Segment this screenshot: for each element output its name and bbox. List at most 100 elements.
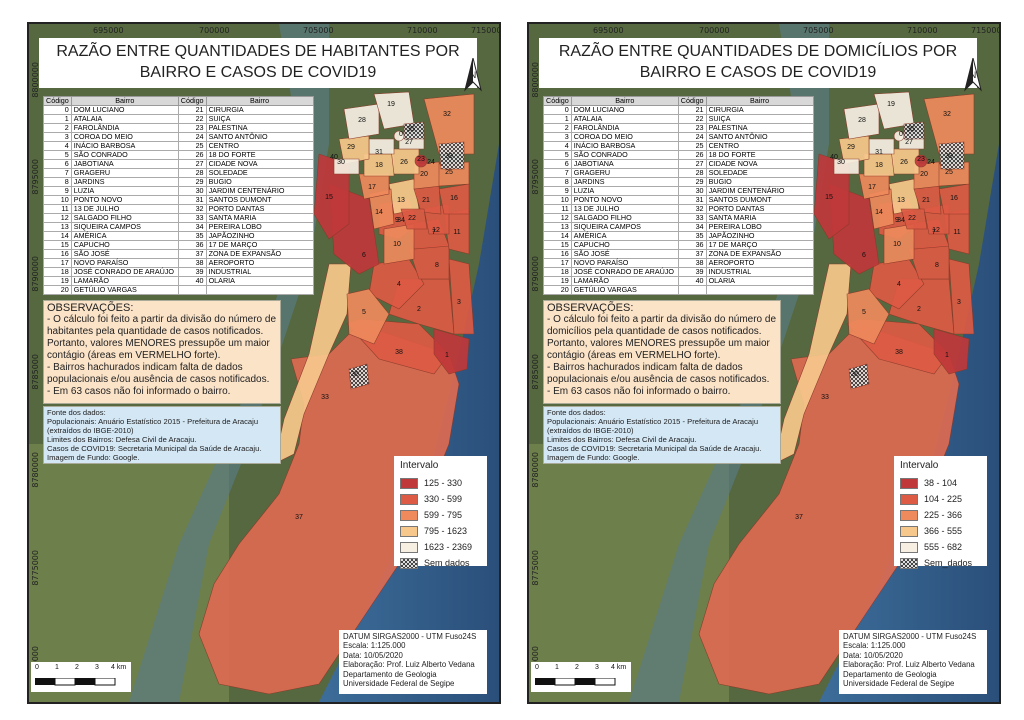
table-row: 16 SÃO JOSÉ 37 ZONA DE EXPANSÃO bbox=[543, 249, 814, 259]
district-33 bbox=[773, 263, 852, 465]
scale-label: 3 bbox=[95, 664, 99, 671]
district-label: 23 bbox=[417, 156, 425, 163]
data-sources-box: Fonte dos dados: Populacionais: Anuário E… bbox=[43, 406, 281, 464]
district-label: 0 bbox=[899, 131, 903, 138]
north-arrow-icon: N bbox=[464, 58, 482, 92]
observation-line: Portanto, valores MENORES pressupõe um m… bbox=[547, 338, 770, 349]
district-35 bbox=[903, 121, 925, 140]
neighborhood-cell bbox=[205, 285, 314, 295]
district-label: 23 bbox=[917, 156, 925, 163]
table-row: 20 GETÚLIO VARGAS bbox=[43, 285, 314, 295]
map-title-line1: RAZÃO ENTRE QUANTIDADES DE DOMICÍLIOS PO… bbox=[558, 43, 958, 60]
neighborhood-cell: GETÚLIO VARGAS bbox=[570, 285, 679, 295]
legend-item: 125 - 330 bbox=[400, 475, 481, 491]
table-row: 8 JARDINS 29 BUGIO bbox=[43, 177, 314, 187]
observation-line: populacionais e/ou ausência de casos not… bbox=[47, 374, 270, 385]
neighborhood-cell: OLARIA bbox=[205, 276, 314, 286]
district-label: 20 bbox=[420, 171, 428, 178]
table-header-row: Código Bairro Código Bairro bbox=[43, 96, 314, 106]
legend-label: 104 - 225 bbox=[924, 494, 963, 504]
district-30 bbox=[833, 158, 860, 175]
legend-swatch bbox=[900, 541, 918, 553]
district-label: 9 bbox=[395, 217, 399, 224]
legend-item: 225 - 366 bbox=[900, 507, 981, 523]
legend-label: Sem dados bbox=[424, 558, 470, 568]
table-row: 15 CAPUCHO 36 17 DE MARÇO bbox=[543, 240, 814, 250]
scale-label: 2 bbox=[75, 664, 79, 671]
observations-box: OBSERVAÇÕES: - O cálculo foi feito a par… bbox=[543, 300, 781, 404]
district-label: 13 bbox=[897, 197, 905, 204]
district-0 bbox=[893, 130, 905, 142]
district-label: 7 bbox=[432, 229, 436, 236]
district-label: 38 bbox=[395, 349, 403, 356]
table-row: 20 GETÚLIO VARGAS bbox=[543, 285, 814, 295]
source-line: Limites dos Bairros: Defesa Civil de Ara… bbox=[47, 435, 197, 444]
district-label: 29 bbox=[847, 144, 855, 151]
grid-label-top: 715000 bbox=[971, 26, 1001, 35]
source-line: Fonte dos dados: bbox=[47, 408, 106, 417]
source-line: Fonte dos dados: bbox=[547, 408, 606, 417]
grid-label-side: 8795000 bbox=[31, 159, 40, 195]
observation-line: contágio (áreas em VERMELHO forte). bbox=[47, 350, 221, 361]
map-credits-box: DATUM SIRGAS2000 - UTM Fuso24S Escala: 1:… bbox=[839, 630, 987, 694]
legend-swatch bbox=[900, 557, 918, 569]
district-label: 19 bbox=[387, 101, 395, 108]
grid-label-top: 705000 bbox=[303, 26, 334, 35]
legend-item: 795 - 1623 bbox=[400, 523, 481, 539]
scale-bar: 0 1 2 3 4 km bbox=[31, 662, 131, 692]
district-label: 32 bbox=[943, 111, 951, 118]
district-label: 12 bbox=[432, 227, 440, 234]
map-panel-habitantes: 37 38 33 36 1 2 3 4 5 6 7 8 9 10 11 12 13 14 15 16 17 18 19 20 2… bbox=[27, 22, 501, 704]
district-label: 15 bbox=[325, 194, 333, 201]
credit-line: Elaboração: Prof. Luiz Alberto Vedana bbox=[843, 660, 975, 670]
district-label: 11 bbox=[953, 229, 960, 236]
district-label: 22 bbox=[408, 215, 416, 222]
legend-label: 555 - 682 bbox=[924, 542, 963, 552]
district-label: 19 bbox=[887, 101, 895, 108]
district-label: 12 bbox=[932, 227, 940, 234]
district-label: 31 bbox=[875, 149, 883, 156]
district-label: 8 bbox=[935, 262, 939, 269]
neighborhood-cell bbox=[705, 285, 814, 295]
observation-line: domicílios pela quantidade de casos noti… bbox=[547, 326, 762, 337]
legend-item: 555 - 682 bbox=[900, 539, 981, 555]
source-line: Populacionais: Anuário Estatístico 2015 … bbox=[547, 417, 759, 426]
source-line: Limites dos Bairros: Defesa Civil de Ara… bbox=[547, 435, 697, 444]
scale-label: 4 km bbox=[611, 664, 627, 671]
credit-line: Departamento de Geologia bbox=[343, 669, 437, 679]
district-label: 33 bbox=[321, 394, 329, 401]
district-label: 5 bbox=[862, 309, 866, 316]
district-label: 37 bbox=[295, 514, 303, 521]
district-label: 21 bbox=[422, 197, 430, 204]
legend-title: Intervalo bbox=[400, 460, 439, 471]
district-label: 27 bbox=[405, 139, 413, 146]
district-label: 32 bbox=[443, 111, 451, 118]
district-label: 14 bbox=[375, 209, 383, 216]
district-16 bbox=[938, 183, 970, 215]
district-30 bbox=[333, 158, 360, 175]
district-5 bbox=[346, 288, 390, 345]
observations-heading: OBSERVAÇÕES: bbox=[47, 302, 134, 314]
district-label: 2 bbox=[417, 306, 421, 313]
district-label: 39 bbox=[945, 153, 953, 160]
district-label: 18 bbox=[375, 162, 383, 169]
scale-label: 2 bbox=[575, 664, 579, 671]
district-label: 31 bbox=[375, 149, 383, 156]
grid-label-top: 695000 bbox=[93, 26, 124, 35]
legend-label: Sem_dados bbox=[924, 558, 973, 568]
north-arrow-icon: N bbox=[964, 58, 982, 92]
code-cell bbox=[177, 285, 207, 295]
district-39 bbox=[438, 141, 465, 170]
river bbox=[629, 24, 829, 702]
observations-box: OBSERVAÇÕES: - O cálculo foi feito a par… bbox=[43, 300, 281, 404]
legend-item: 599 - 795 bbox=[400, 507, 481, 523]
legend-label: 38 - 104 bbox=[924, 478, 958, 488]
credit-line: Data: 10/05/2020 bbox=[843, 650, 903, 660]
scale-bar-graphic bbox=[535, 678, 616, 686]
map-credits-box: DATUM SIRGAS2000 - UTM Fuso24S Escala: 1:… bbox=[339, 630, 487, 694]
observation-line: - Em 63 casos não foi informado o bairro… bbox=[547, 386, 731, 397]
legend: Intervalo 38 - 104 104 - 225 225 - 366 366 … bbox=[894, 456, 987, 569]
grid-label-side: 8775000 bbox=[531, 550, 540, 586]
district-label: 16 bbox=[450, 195, 458, 202]
